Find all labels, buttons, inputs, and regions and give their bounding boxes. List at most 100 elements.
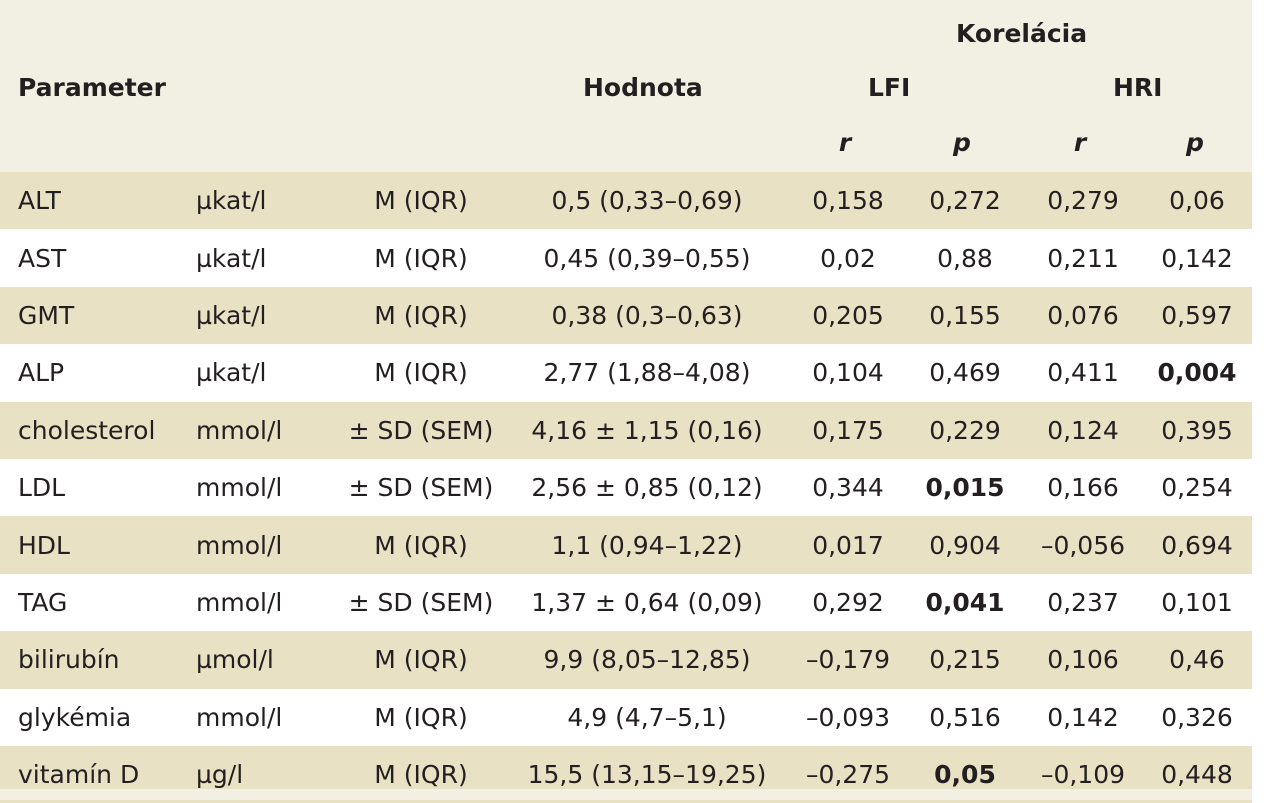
hri-p-cell: 0,694	[1142, 516, 1252, 574]
hri-p-cell: 0,46	[1142, 631, 1252, 689]
lfi-p-cell: 0,155	[906, 286, 1024, 345]
table-row: glykémia mmol/l M (IQR) 4,9 (4,7–5,1) –0,093…	[0, 688, 1252, 746]
hri-p-cell: 0,06	[1142, 172, 1252, 230]
value-cell: 1,1 (0,94–1,22)	[504, 516, 790, 574]
hri-p-cell: 0,254	[1142, 458, 1252, 517]
stat-cell: M (IQR)	[338, 631, 504, 689]
stat-cell: M (IQR)	[338, 688, 504, 746]
stat-cell: ± SD (SEM)	[338, 401, 504, 459]
unit-cell: µmol/l	[196, 631, 338, 689]
header-hri-r: r	[1073, 128, 1087, 157]
table-row: bilirubín µmol/l M (IQR) 9,9 (8,05–12,85) –0…	[0, 631, 1252, 689]
hri-r-cell: 0,411	[1024, 344, 1142, 402]
hri-p-cell: 0,142	[1142, 229, 1252, 287]
lfi-r-cell: 0,292	[790, 573, 906, 632]
stat-cell: M (IQR)	[338, 286, 504, 345]
lfi-r-cell: –0,093	[790, 688, 906, 746]
param-cell: ALT	[0, 172, 196, 230]
unit-cell: µkat/l	[196, 229, 338, 287]
unit-cell: µkat/l	[196, 286, 338, 345]
unit-cell: µkat/l	[196, 344, 338, 402]
value-cell: 9,9 (8,05–12,85)	[504, 631, 790, 689]
lfi-r-cell: 0,02	[790, 229, 906, 287]
lfi-p-cell: 0,015	[906, 458, 1024, 517]
hri-p-cell: 0,395	[1142, 401, 1252, 459]
header-lfi: LFI	[868, 73, 911, 102]
hri-r-cell: 0,106	[1024, 631, 1142, 689]
stat-cell: ± SD (SEM)	[338, 573, 504, 632]
header-parameter: Parameter	[18, 73, 166, 102]
lfi-p-cell: 0,88	[906, 229, 1024, 287]
table-header: Korelácia Parameter Hodnota LFI HRI r p …	[0, 0, 1252, 172]
value-cell: 4,9 (4,7–5,1)	[504, 688, 790, 746]
table-row: TAG mmol/l ± SD (SEM) 1,37 ± 0,64 (0,09) 0,2…	[0, 573, 1252, 632]
lfi-r-cell: 0,104	[790, 344, 906, 402]
table-row: ALT µkat/l M (IQR) 0,5 (0,33–0,69) 0,158 0,27…	[0, 172, 1252, 230]
hri-p-cell: 0,326	[1142, 688, 1252, 746]
lfi-p-cell: 0,215	[906, 631, 1024, 689]
param-cell: bilirubín	[0, 631, 196, 689]
value-cell: 1,37 ± 0,64 (0,09)	[504, 573, 790, 632]
hri-p-cell: 0,597	[1142, 286, 1252, 345]
unit-cell: mmol/l	[196, 573, 338, 632]
lfi-r-cell: 0,344	[790, 458, 906, 517]
header-hri-p: p	[1186, 128, 1204, 157]
param-cell: TAG	[0, 573, 196, 632]
header-lfi-p: p	[953, 128, 971, 157]
param-cell: cholesterol	[0, 401, 196, 459]
lfi-p-cell: 0,272	[906, 172, 1024, 230]
hri-r-cell: 0,124	[1024, 401, 1142, 459]
stat-cell: M (IQR)	[338, 344, 504, 402]
lfi-r-cell: 0,175	[790, 401, 906, 459]
param-cell: LDL	[0, 458, 196, 517]
header-korelacia: Korelácia	[956, 19, 1088, 48]
stat-cell: M (IQR)	[338, 516, 504, 574]
unit-cell: µkat/l	[196, 172, 338, 230]
hri-r-cell: 0,211	[1024, 229, 1142, 287]
unit-cell: mmol/l	[196, 688, 338, 746]
table-row: GMT µkat/l M (IQR) 0,38 (0,3–0,63) 0,205 0,15…	[0, 286, 1252, 345]
value-cell: 4,16 ± 1,15 (0,16)	[504, 401, 790, 459]
header-hodnota: Hodnota	[583, 73, 703, 102]
header-lfi-r: r	[838, 128, 852, 157]
lfi-r-cell: –0,179	[790, 631, 906, 689]
lfi-p-cell: 0,516	[906, 688, 1024, 746]
lfi-p-cell: 0,229	[906, 401, 1024, 459]
unit-cell: mmol/l	[196, 458, 338, 517]
hri-r-cell: 0,076	[1024, 286, 1142, 345]
lfi-p-cell: 0,469	[906, 344, 1024, 402]
lfi-p-cell: 0,041	[906, 573, 1024, 632]
hri-r-cell: 0,237	[1024, 573, 1142, 632]
value-cell: 2,77 (1,88–4,08)	[504, 344, 790, 402]
hri-r-cell: 0,166	[1024, 458, 1142, 517]
bottom-strip	[0, 789, 1252, 800]
value-cell: 0,45 (0,39–0,55)	[504, 229, 790, 287]
stat-cell: M (IQR)	[338, 172, 504, 230]
stat-cell: ± SD (SEM)	[338, 458, 504, 517]
table-row: AST µkat/l M (IQR) 0,45 (0,39–0,55) 0,02 0,88…	[0, 229, 1252, 287]
hri-p-cell: 0,004	[1142, 344, 1252, 402]
table-row: cholesterol mmol/l ± SD (SEM) 4,16 ± 1,15 (…	[0, 401, 1252, 459]
table-row: HDL mmol/l M (IQR) 1,1 (0,94–1,22) 0,017 0,90…	[0, 516, 1252, 574]
unit-cell: mmol/l	[196, 516, 338, 574]
lfi-r-cell: 0,158	[790, 172, 906, 230]
table-row: LDL mmol/l ± SD (SEM) 2,56 ± 0,85 (0,12) 0,3…	[0, 458, 1252, 517]
hri-r-cell: –0,056	[1024, 516, 1142, 574]
table-row: ALP µkat/l M (IQR) 2,77 (1,88–4,08) 0,104 0,4…	[0, 344, 1252, 402]
param-cell: ALP	[0, 344, 196, 402]
data-table: ALT µkat/l M (IQR) 0,5 (0,33–0,69) 0,158 0,27…	[0, 172, 1252, 803]
lfi-r-cell: 0,205	[790, 286, 906, 345]
value-cell: 0,38 (0,3–0,63)	[504, 286, 790, 345]
param-cell: GMT	[0, 286, 196, 345]
param-cell: AST	[0, 229, 196, 287]
stat-cell: M (IQR)	[338, 229, 504, 287]
header-hri: HRI	[1113, 73, 1163, 102]
hri-r-cell: 0,142	[1024, 688, 1142, 746]
hri-r-cell: 0,279	[1024, 172, 1142, 230]
value-cell: 2,56 ± 0,85 (0,12)	[504, 458, 790, 517]
param-cell: glykémia	[0, 688, 196, 746]
lfi-r-cell: 0,017	[790, 516, 906, 574]
unit-cell: mmol/l	[196, 401, 338, 459]
value-cell: 0,5 (0,33–0,69)	[504, 172, 790, 230]
param-cell: HDL	[0, 516, 196, 574]
